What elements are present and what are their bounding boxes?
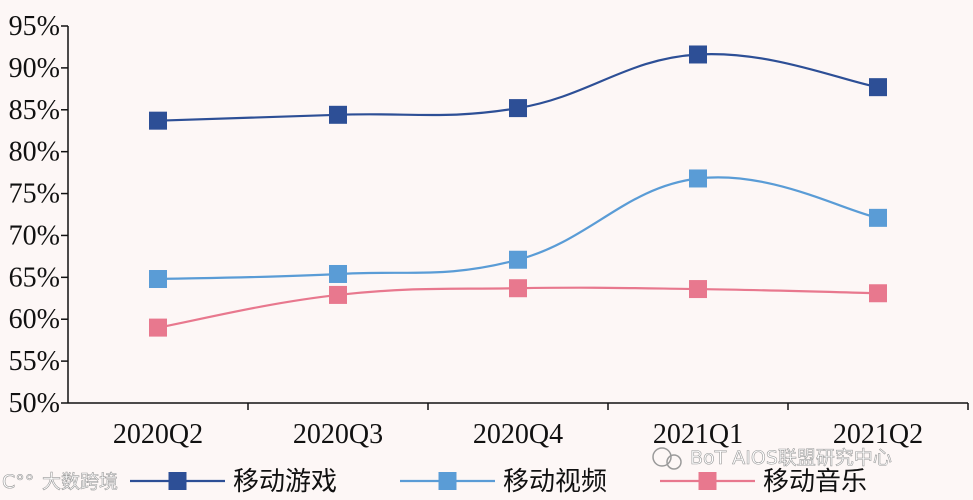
data-point-series-1 <box>329 105 347 124</box>
y-tick-label: 80% <box>9 137 60 168</box>
legend-marker-2 <box>438 472 457 490</box>
watermark-right: BoT AIOS联盟研究中心 <box>652 447 892 470</box>
wechat-icon <box>652 447 672 467</box>
y-tick-label: 55% <box>9 346 60 377</box>
y-tick-label: 65% <box>9 262 60 293</box>
watermark-left-text: 大数跨境 <box>42 471 118 493</box>
x-tick-label: 2021Q2 <box>833 419 923 450</box>
legend-marker-3 <box>698 472 717 490</box>
series-points <box>149 45 887 337</box>
legend: 移动游戏 移动视频 移动音乐 <box>130 467 867 497</box>
data-point-series-2 <box>689 169 707 188</box>
y-axis-ticks: 50% 55% 60% 65% 70% 75% 80% 85% 90% 95% <box>9 11 68 419</box>
x-tick-label: 2020Q3 <box>293 419 383 450</box>
legend-label-3: 移动音乐 <box>763 467 867 497</box>
watermark-icon: C°° <box>2 471 34 493</box>
y-tick-label: 70% <box>9 220 60 251</box>
legend-label-2: 移动视频 <box>503 467 607 497</box>
x-axis-ticks: 2020Q2 2020Q3 2020Q4 2021Q1 2021Q2 <box>113 403 969 450</box>
data-point-series-3 <box>689 280 707 299</box>
x-tick-label: 2021Q1 <box>653 419 743 450</box>
data-point-series-3 <box>509 279 527 298</box>
data-point-series-3 <box>869 284 887 303</box>
data-point-series-1 <box>149 111 167 130</box>
data-point-series-1 <box>509 99 527 118</box>
data-point-series-2 <box>509 250 527 269</box>
watermark-left: C°° 大数跨境 <box>2 471 119 494</box>
legend-marker-1 <box>168 472 187 490</box>
y-tick-label: 85% <box>9 95 60 126</box>
y-tick-label: 60% <box>9 304 60 335</box>
x-tick-label: 2020Q4 <box>473 419 563 450</box>
data-point-series-2 <box>329 264 347 283</box>
data-point-series-2 <box>149 270 167 289</box>
wechat-icon-2 <box>666 454 682 470</box>
data-point-series-2 <box>869 208 887 227</box>
watermark-right-text: BoT AIOS联盟研究中心 <box>690 447 892 469</box>
y-tick-label: 75% <box>9 179 60 210</box>
legend-label-1: 移动游戏 <box>233 467 337 497</box>
data-point-series-1 <box>689 45 707 64</box>
y-tick-label: 95% <box>9 11 60 42</box>
y-tick-label: 50% <box>9 388 60 419</box>
y-tick-label: 90% <box>9 53 60 84</box>
data-point-series-1 <box>869 78 887 97</box>
x-tick-label: 2020Q2 <box>113 419 203 450</box>
data-point-series-3 <box>329 285 347 304</box>
data-point-series-3 <box>149 318 167 337</box>
axes <box>67 26 968 404</box>
